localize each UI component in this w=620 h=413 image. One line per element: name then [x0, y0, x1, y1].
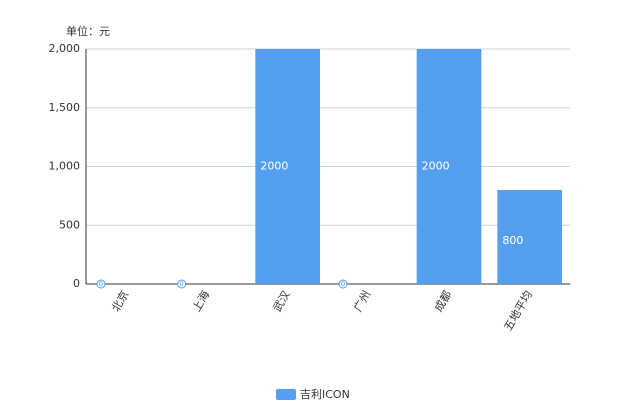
value-label: 2000: [260, 160, 288, 173]
bar: [497, 190, 562, 284]
value-label: 0: [341, 280, 345, 288]
x-tick-label: 上海: [189, 288, 212, 314]
x-tick-label: 五地平均: [502, 289, 535, 334]
unit-label: 单位：元: [66, 24, 110, 38]
zero-marker: [338, 279, 348, 289]
zero-marker: [96, 279, 106, 289]
y-tick-label: 500: [59, 218, 80, 231]
zero-marker: [177, 279, 187, 289]
value-label: 0: [179, 280, 183, 288]
y-tick-label: 0: [73, 277, 80, 290]
bar: [416, 49, 482, 284]
y-tick-label: 2,000: [49, 42, 81, 55]
bar: [255, 49, 320, 284]
value-label: 2000: [422, 160, 450, 173]
x-tick-label: 广州: [351, 289, 373, 315]
value-label: 0: [99, 280, 103, 288]
legend-swatch: [276, 389, 296, 400]
y-tick-label: 1,000: [49, 160, 81, 173]
x-tick-label: 成都: [432, 289, 454, 315]
y-tick-label: 1,500: [49, 101, 81, 114]
legend-label: 吉利ICON: [300, 388, 350, 401]
x-tick-label: 武汉: [271, 289, 293, 315]
value-label: 800: [502, 234, 523, 247]
x-tick-label: 北京: [108, 288, 131, 314]
